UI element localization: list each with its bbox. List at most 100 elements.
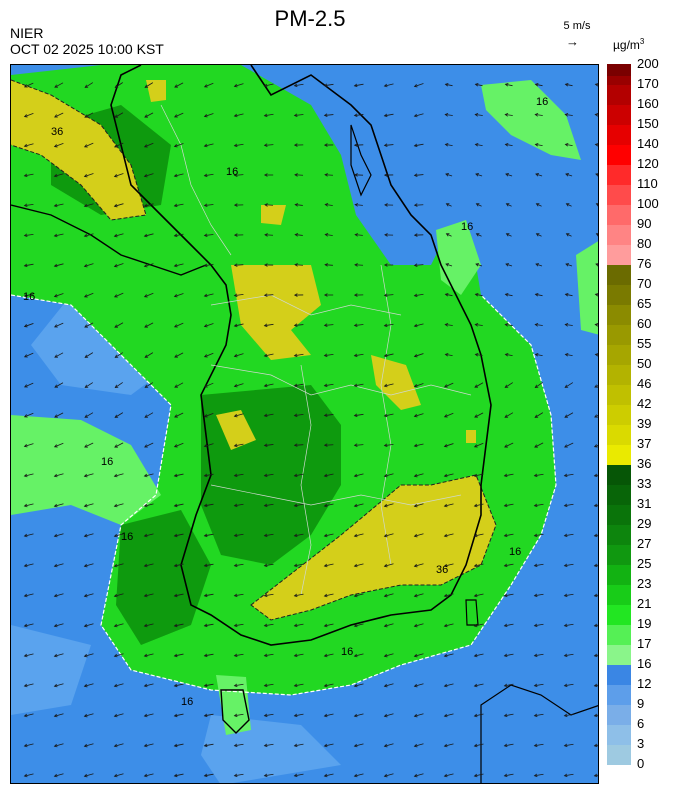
wind-arrow — [144, 112, 154, 118]
wind-arrow — [54, 263, 64, 267]
wind-arrow — [204, 533, 214, 537]
wind-arrow-head — [143, 233, 148, 238]
wind-arrow-head — [593, 563, 598, 568]
wind-arrow-head — [353, 773, 358, 778]
wind-arrow-head — [113, 264, 118, 268]
wind-arrow — [204, 623, 214, 627]
province-boundary — [300, 364, 312, 596]
wind-arrow — [24, 173, 34, 177]
legend-tick-label: 31 — [637, 496, 652, 511]
wind-arrow-head — [233, 503, 238, 508]
wind-arrow — [204, 234, 214, 236]
wind-arrow-head — [233, 353, 238, 358]
wind-arrow-head — [475, 203, 480, 207]
wind-arrow — [234, 443, 244, 447]
wind-arrow — [264, 683, 274, 687]
wind-arrow-head — [503, 683, 508, 688]
wind-arrow-head — [353, 443, 358, 447]
wind-arrow — [294, 503, 304, 507]
wind-arrow-head — [143, 653, 148, 658]
wind-arrow — [384, 503, 394, 507]
wind-arrow — [24, 473, 34, 477]
wind-arrow — [534, 563, 544, 567]
wind-arrow — [234, 383, 244, 387]
wind-arrow-head — [233, 413, 238, 418]
wind-arrow — [24, 503, 34, 507]
wind-arrow-head — [383, 113, 388, 118]
wind-arrow — [114, 412, 124, 418]
wind-arrow-head — [505, 203, 510, 207]
wind-arrow — [505, 143, 513, 147]
wind-arrow-head — [535, 263, 540, 267]
legend-color-cell — [607, 664, 631, 685]
wind-arrow — [475, 324, 483, 326]
wind-arrow — [324, 743, 334, 747]
wind-arrow — [594, 714, 598, 717]
contour-line-16 — [11, 294, 557, 696]
legend-color-cell — [607, 404, 631, 425]
yellow-36-contour-area — [251, 475, 496, 620]
wind-arrow-head — [203, 324, 208, 328]
wind-arrow — [294, 83, 304, 87]
wind-arrow-head — [503, 563, 508, 568]
wind-arrow-head — [84, 384, 89, 388]
wind-arrow — [414, 264, 424, 266]
wind-arrow — [324, 683, 334, 687]
wind-arrow-head — [534, 323, 539, 327]
legend-tick-label: 70 — [637, 276, 652, 291]
wind-arrow-head — [294, 233, 299, 237]
wind-arrow — [354, 593, 364, 597]
wind-arrow — [504, 533, 514, 537]
wind-arrow-head — [113, 683, 118, 688]
wind-arrow — [594, 385, 598, 388]
wind-arrow — [444, 533, 454, 537]
wind-arrow — [504, 503, 514, 507]
wind-arrow-head — [504, 444, 508, 448]
wind-arrow-head — [595, 203, 598, 207]
wind-arrow-head — [563, 563, 568, 568]
wind-arrow-head — [173, 593, 178, 598]
yellow-36-contour-area — [146, 80, 166, 102]
wind-arrow-head — [473, 773, 478, 778]
wind-arrow — [474, 593, 484, 597]
wind-arrow-head — [84, 114, 88, 118]
wind-arrow-head — [383, 563, 388, 568]
wind-arrow-head — [54, 354, 58, 358]
wind-arrow — [54, 112, 64, 118]
wind-arrow-head — [144, 414, 149, 418]
wind-arrow-head — [203, 173, 208, 178]
legend-tick-label: 6 — [637, 716, 645, 731]
wind-arrow — [234, 743, 244, 747]
wind-arrow — [294, 324, 304, 326]
wind-arrow — [504, 653, 514, 657]
wind-arrow — [354, 353, 364, 357]
legend-color-cell — [607, 444, 631, 465]
wind-arrow-head — [83, 563, 88, 568]
wind-arrow-head — [293, 623, 298, 628]
wind-arrow — [354, 324, 364, 326]
wind-arrow-head — [535, 203, 540, 207]
wind-arrow-head — [383, 353, 388, 358]
wind-arrow — [54, 713, 64, 717]
wind-arrow — [84, 382, 94, 388]
wind-arrow-head — [594, 83, 598, 87]
wind-arrow-head — [203, 773, 208, 778]
wind-arrow-head — [113, 294, 118, 298]
contour-label: 16 — [509, 546, 521, 558]
wind-arrow-head — [113, 203, 118, 208]
wind-arrow — [174, 533, 184, 537]
legend-color-cell — [607, 344, 631, 365]
wind-arrow-head — [113, 773, 118, 778]
wind-arrow — [204, 143, 214, 147]
wind-arrow — [84, 142, 94, 148]
wind-arrow — [324, 713, 334, 717]
legend-color-cell — [607, 684, 631, 705]
wind-arrow — [354, 383, 364, 387]
wind-arrow-head — [203, 233, 208, 238]
wind-arrow — [564, 412, 574, 418]
wind-arrow-head — [474, 384, 479, 388]
wind-arrow — [54, 683, 64, 687]
wind-arrow — [115, 82, 123, 88]
wind-arrow-head — [203, 414, 208, 418]
wind-arrow-head — [383, 743, 388, 748]
